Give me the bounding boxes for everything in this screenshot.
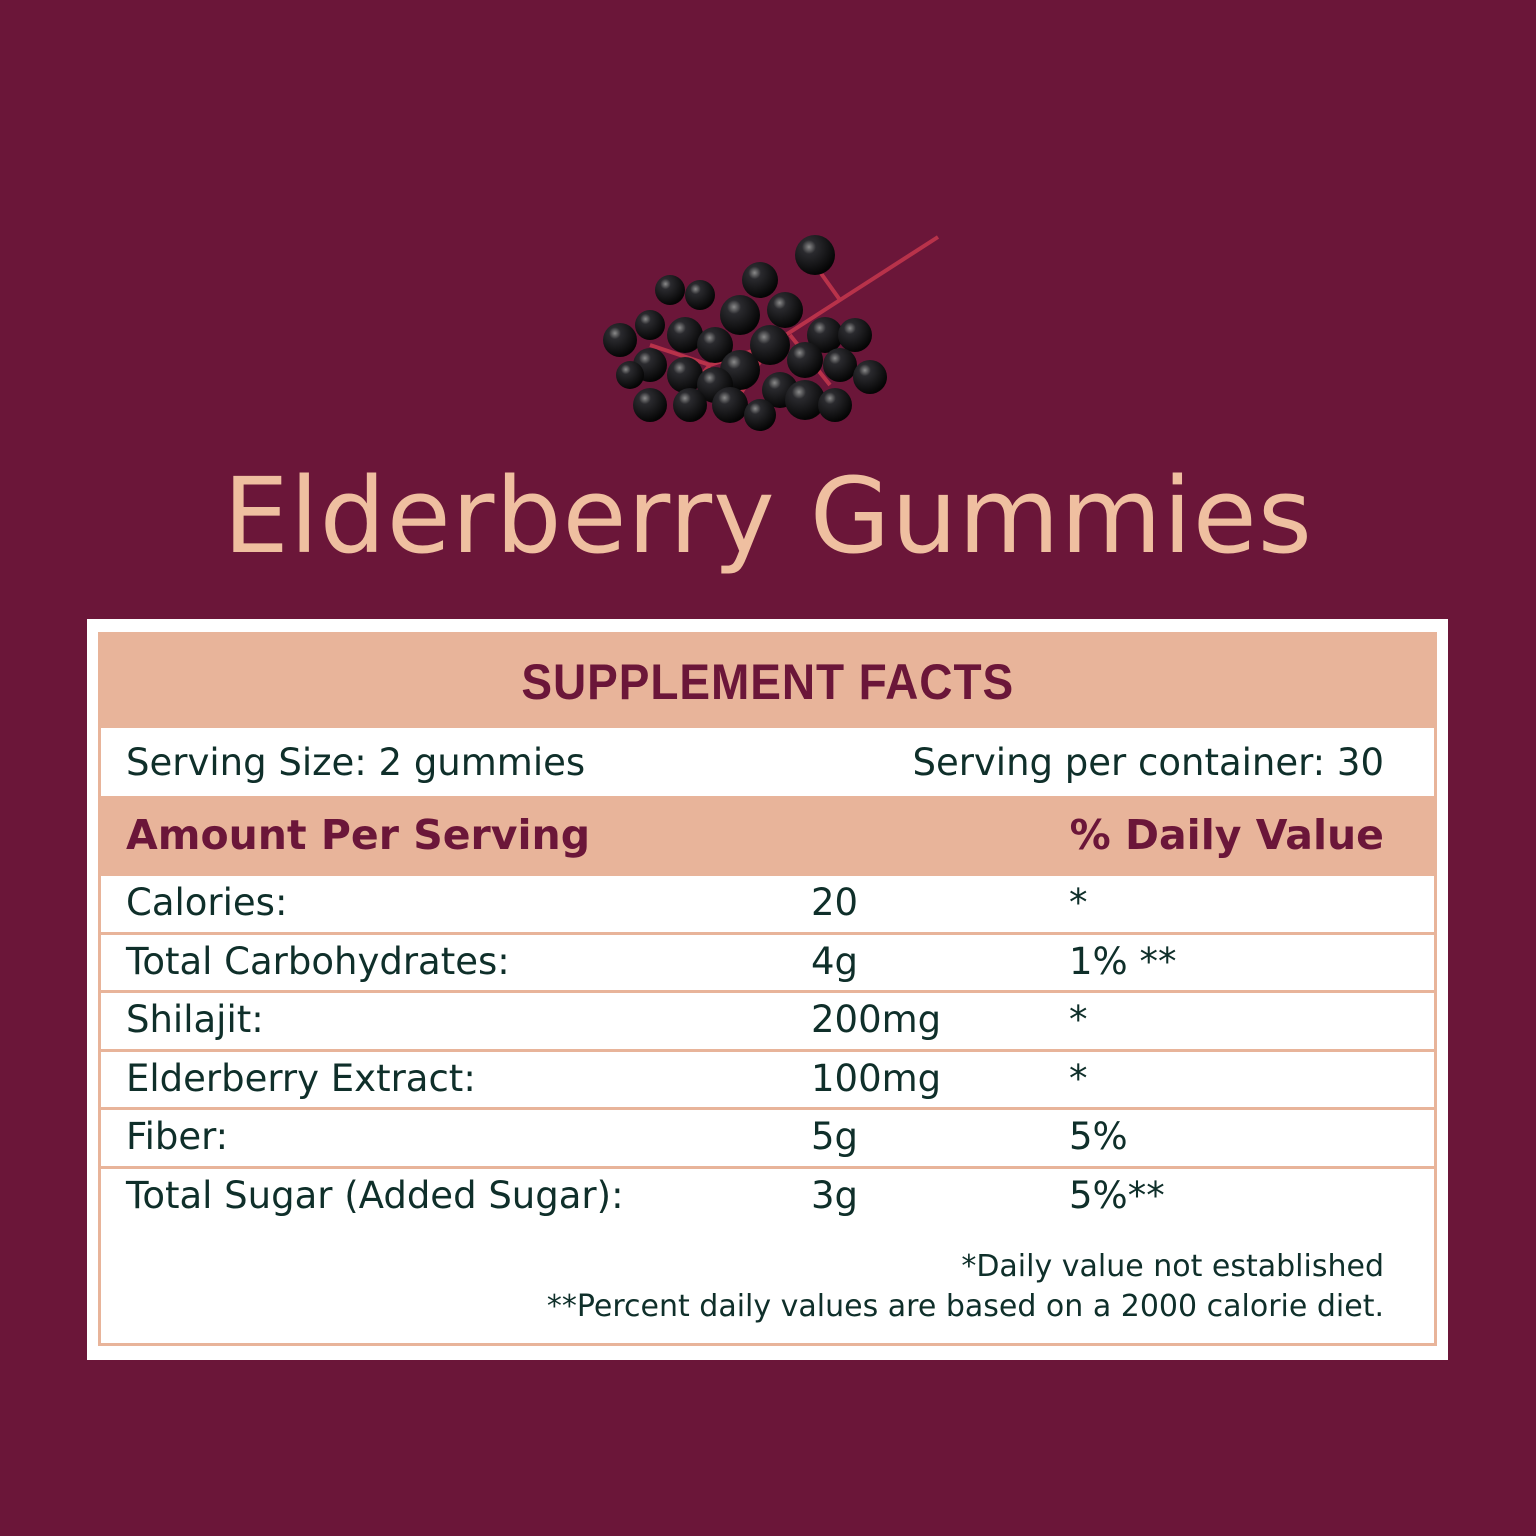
facts-rows: Calories: 20 * Total Carbohydrates: 4g 1% **… (101, 876, 1434, 1224)
nutrient-name: Shilajit: (126, 998, 264, 1041)
nutrient-amount: 4g (811, 939, 859, 983)
nutrient-amount: 100mg (811, 1056, 942, 1100)
berry (795, 235, 835, 275)
table-row: Fiber: 5g 5% (101, 1110, 1434, 1169)
berry (767, 292, 803, 328)
berry (697, 327, 733, 363)
column-header: Amount Per Serving % Daily Value (101, 796, 1434, 876)
berry (673, 388, 707, 422)
product-title: Elderberry Gummies (223, 455, 1313, 577)
nutrient-name: Fiber: (126, 1115, 229, 1158)
table-row: Total Sugar (Added Sugar): 3g 5%** (101, 1169, 1434, 1225)
nutrient-name: Calories: (126, 881, 288, 924)
berry (603, 323, 637, 357)
berry (720, 295, 760, 335)
berry (807, 317, 843, 353)
berry (655, 275, 685, 305)
nutrient-name: Total Carbohydrates: (126, 939, 510, 983)
berry (744, 399, 776, 431)
table-row: Shilajit: 200mg * (101, 993, 1434, 1052)
berry (633, 388, 667, 422)
nutrient-name: Elderberry Extract: (126, 1056, 476, 1100)
berry (787, 342, 823, 378)
nutrient-amount: 200mg (811, 998, 942, 1041)
facts-heading-text: SUPPLEMENT FACTS (521, 653, 1014, 710)
nutrient-amount: 3g (811, 1173, 859, 1217)
berry (742, 262, 778, 298)
berry (838, 318, 872, 352)
supplement-facts-card: SUPPLEMENT FACTS Serving Size: 2 gummies… (87, 619, 1448, 1360)
nutrient-dv: 5%** (1069, 1173, 1165, 1217)
berry (818, 388, 852, 422)
nutrient-dv: 1% ** (1069, 939, 1177, 983)
table-row: Calories: 20 * (101, 876, 1434, 935)
table-row: Total Carbohydrates: 4g 1% ** (101, 935, 1434, 993)
berry (667, 357, 703, 393)
berry (635, 310, 665, 340)
berry (785, 380, 825, 420)
facts-heading: SUPPLEMENT FACTS (101, 635, 1434, 728)
footnote: **Percent daily values are based on a 20… (546, 1289, 1384, 1324)
nutrient-dv: * (1069, 1056, 1088, 1100)
berry (712, 387, 748, 423)
nutrient-name: Total Sugar (Added Sugar): (126, 1173, 624, 1217)
berry (667, 317, 703, 353)
dv-header: % Daily Value (1069, 811, 1384, 859)
footnote: *Daily value not established (961, 1249, 1384, 1284)
servings-per-container: Serving per container: 30 (912, 740, 1384, 784)
nutrient-dv: 5% (1069, 1115, 1128, 1158)
table-row: Elderberry Extract: 100mg * (101, 1052, 1434, 1110)
serving-info: Serving Size: 2 gummies Serving per cont… (101, 728, 1434, 796)
berry (616, 361, 644, 389)
nutrient-amount: 20 (811, 881, 859, 924)
berry (823, 348, 857, 382)
supplement-facts-panel: SUPPLEMENT FACTS Serving Size: 2 gummies… (98, 632, 1437, 1346)
berry (685, 280, 715, 310)
nutrient-dv: * (1069, 998, 1088, 1041)
nutrient-dv: * (1069, 881, 1088, 924)
elderberry-image (603, 235, 940, 431)
amount-header: Amount Per Serving (126, 811, 591, 859)
serving-size: Serving Size: 2 gummies (126, 740, 586, 784)
footnotes: *Daily value not established **Percent d… (547, 1247, 1384, 1327)
berry (853, 360, 887, 394)
berry (750, 325, 790, 365)
nutrient-amount: 5g (811, 1115, 859, 1158)
